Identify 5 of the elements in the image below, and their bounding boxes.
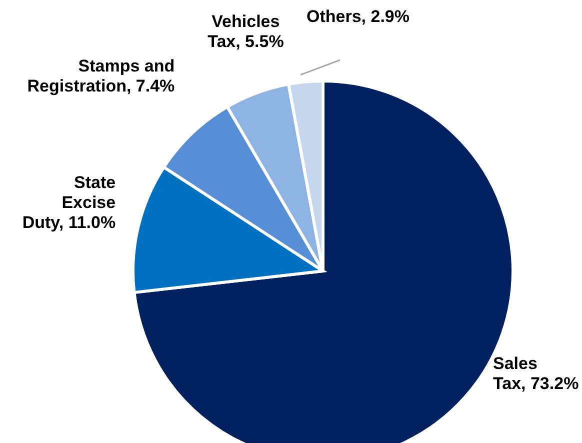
slice-label: Vehicles Tax, 5.5% xyxy=(208,12,284,51)
slice-label: Others, 2.9% xyxy=(306,7,410,26)
slice-label: Sales Tax, 73.2% xyxy=(493,354,579,393)
slice-label: Stamps and Registration, 7.4% xyxy=(27,56,175,96)
slice-label: State Excise Duty, 11.0% xyxy=(22,173,116,232)
